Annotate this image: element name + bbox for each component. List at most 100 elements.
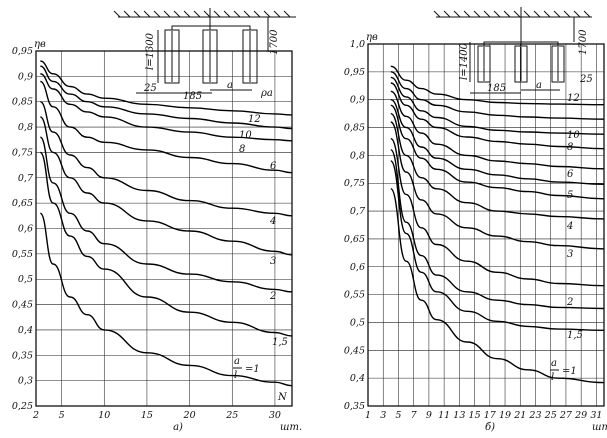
- y-tick-label: 1,0: [350, 39, 365, 50]
- y-tick-label: 0,6: [18, 224, 33, 235]
- y-tick-label: 0,65: [344, 234, 365, 245]
- series-line: [390, 104, 605, 200]
- series-line: [39, 116, 293, 256]
- dimension-185-a: 185: [183, 91, 202, 102]
- connecting-strip: [171, 25, 251, 30]
- series-line: [390, 160, 605, 331]
- y-tick-label: 0,3: [18, 376, 33, 387]
- series-line: [39, 212, 293, 387]
- series-label: 6: [567, 169, 574, 180]
- x-tick-label: 5: [395, 410, 401, 421]
- series-label: l: [551, 372, 554, 383]
- chart-panel-b: 0,35 0,4 0,45 0,5 0,55 0,6 0,65 0,7 0,75 0,8 0,85 0…: [344, 32, 607, 433]
- x-tick-label: 30: [269, 410, 281, 421]
- series-label: 1,5: [567, 330, 583, 341]
- y-tick-label: 0,4: [350, 373, 365, 384]
- series-line: [390, 90, 605, 170]
- y-tick-label: 0,7: [18, 173, 34, 184]
- x-tick-label: 25: [544, 410, 557, 421]
- series-label: a: [551, 358, 557, 369]
- series-line: [39, 101, 293, 217]
- y-tick-label: 0,75: [344, 178, 365, 189]
- resistivity-label-a: ρа: [260, 88, 273, 99]
- x-tick-label: 5: [59, 410, 65, 421]
- series-label: l: [234, 370, 237, 381]
- y-tick-label: 0,25: [12, 401, 33, 412]
- x-tick-label: 13: [453, 410, 465, 421]
- series-line: [390, 82, 605, 150]
- y-axis-label: ηв: [34, 39, 46, 50]
- spacing-label-a: a: [227, 80, 233, 91]
- series-line: [390, 112, 605, 220]
- electrode-length-label-a: l=1300: [145, 32, 156, 70]
- depth-label-a: 1700: [269, 29, 280, 55]
- y-tick-label: 0,35: [12, 350, 33, 361]
- y-tick-label: 0,6: [350, 262, 365, 273]
- series-label: 10: [239, 130, 252, 141]
- series-line: [390, 188, 605, 384]
- dimension-25-a: 25: [143, 83, 157, 94]
- depth-label-b: 1700: [578, 29, 589, 55]
- y-tick-label: 0,9: [18, 71, 33, 82]
- electrode-3: [551, 45, 565, 83]
- electrode-3: [242, 29, 258, 84]
- x-tick-label: 19: [499, 410, 511, 421]
- electrode-schematic-a: l=1300 1700 25 185 a ρа: [113, 8, 296, 102]
- series-line: [390, 138, 605, 287]
- x-tick-label: 31: [590, 410, 602, 421]
- series-line: [39, 80, 293, 174]
- series-line: [390, 99, 605, 185]
- series-label: 4: [269, 216, 276, 227]
- series-label: 3: [567, 249, 573, 260]
- plot-frame: [35, 50, 293, 407]
- x-unit-label: шт.: [280, 422, 302, 433]
- x-tick-label: 2: [32, 410, 39, 421]
- x-tick-label: 29: [574, 410, 587, 421]
- x-tick-label: 15: [141, 410, 153, 421]
- panel-label: а): [173, 422, 183, 433]
- series-label: 8: [239, 144, 245, 155]
- x-tick-label: 25: [225, 410, 238, 421]
- series-line: [39, 151, 293, 337]
- y-tick-label: 0,75: [12, 147, 33, 158]
- series-label: 8: [567, 142, 573, 153]
- series-label: 5: [567, 190, 573, 201]
- y-tick-label: 0,95: [344, 67, 365, 78]
- y-axis-label: ηв: [366, 32, 378, 43]
- series-label: 3: [270, 256, 276, 267]
- y-tick-label: 0,8: [18, 122, 33, 133]
- chart-panel-a: 0,25 0,3 0,35 0,4 0,45 0,5 0,55 0,6 0,65 0,7 0,75 0…: [12, 39, 302, 433]
- y-tick-label: 0,55: [344, 290, 365, 301]
- y-tick-label: 0,4: [18, 325, 33, 336]
- y-tick-label: 0,7: [350, 206, 366, 217]
- series-line: [390, 76, 605, 135]
- series-line: [390, 65, 605, 106]
- series-line: [390, 149, 605, 310]
- y-tick-label: 0,5: [18, 274, 33, 285]
- y-tick-label: 0,85: [344, 123, 365, 134]
- x-tick-label: 9: [426, 410, 432, 421]
- y-tick-label: 0,8: [350, 150, 365, 161]
- electrode-1: [477, 45, 491, 83]
- x-tick-label: 27: [559, 410, 573, 421]
- series-label: 4: [566, 221, 573, 232]
- x-tick-label: 11: [438, 410, 450, 421]
- x-tick-label: 21: [513, 410, 526, 421]
- series-label: 2: [566, 297, 573, 308]
- electrode-length-label-b: l=1400: [459, 42, 470, 80]
- x-tick-label: 1: [365, 410, 371, 421]
- electrode-1: [164, 29, 180, 84]
- series-label: =1: [562, 366, 577, 377]
- series-label: =1: [245, 364, 260, 375]
- series-label: 1,5: [272, 337, 288, 348]
- y-tick-label: 0,95: [12, 46, 33, 57]
- series-line: [40, 60, 293, 116]
- series-line: [390, 71, 605, 120]
- y-tick-label: 0,5: [350, 317, 365, 328]
- x-tick-label: 20: [183, 410, 196, 421]
- y-tick-label: 0,65: [12, 198, 33, 209]
- y-tick-label: 0,45: [344, 345, 365, 356]
- electrode-2: [202, 29, 218, 84]
- x-tick-label: 15: [469, 410, 481, 421]
